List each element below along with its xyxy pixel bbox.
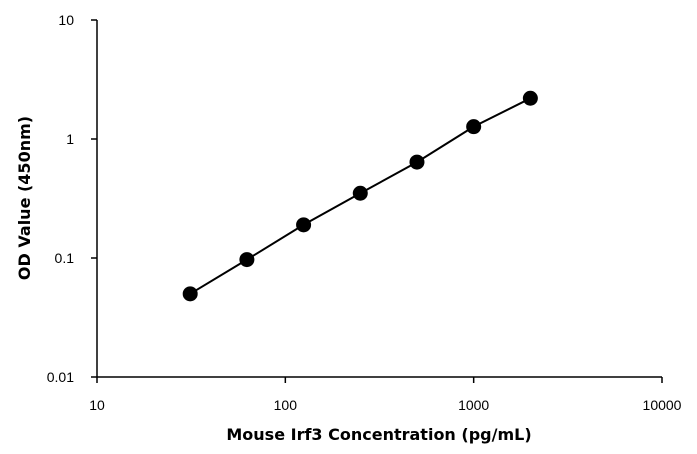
y-tick-label: 1 bbox=[66, 131, 74, 147]
y-axis-title: OD Value (450nm) bbox=[15, 116, 34, 280]
data-point bbox=[296, 217, 312, 233]
data-point bbox=[466, 119, 482, 135]
x-tick-label: 100 bbox=[274, 397, 298, 413]
data-point bbox=[352, 185, 368, 201]
data-point bbox=[182, 286, 198, 302]
data-point bbox=[522, 90, 538, 106]
data-point bbox=[239, 252, 255, 268]
x-tick-label: 10000 bbox=[643, 397, 682, 413]
axes bbox=[96, 20, 662, 378]
x-tick-label: 10 bbox=[89, 397, 105, 413]
series-layer bbox=[182, 90, 538, 302]
x-tick-label: 1000 bbox=[458, 397, 489, 413]
ticks bbox=[91, 19, 663, 383]
tick-labels: 10 100 1000 10000 0.01 0.1 1 10 bbox=[47, 12, 682, 413]
data-point bbox=[409, 154, 425, 170]
y-tick-label: 10 bbox=[58, 12, 74, 28]
y-tick-label: 0.1 bbox=[55, 250, 75, 266]
x-axis-title: Mouse Irf3 Concentration (pg/mL) bbox=[226, 425, 531, 444]
y-tick-label: 0.01 bbox=[47, 369, 74, 385]
